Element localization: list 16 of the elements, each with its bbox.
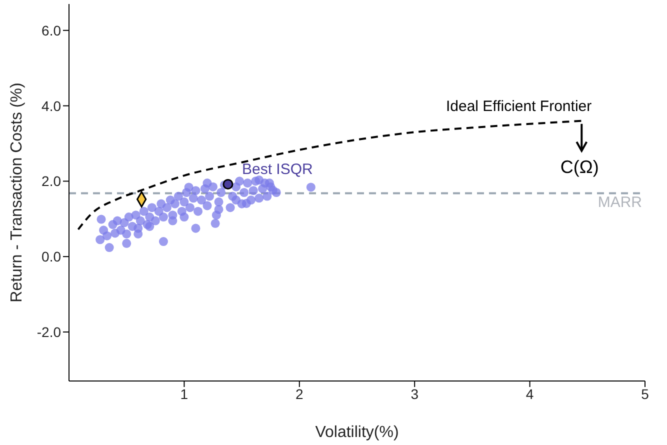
x-axis-title: Volatility(%) (315, 424, 399, 441)
ref-line-label: MARR (598, 194, 642, 211)
y-tick-label: 6.0 (42, 22, 62, 38)
y-axis-title: Return - Transaction Costs (%) (8, 82, 26, 302)
y-tick-label: 2.0 (42, 173, 62, 190)
x-tick-label: 3 (410, 386, 419, 402)
x-tick-label: 4 (526, 386, 534, 402)
y-tick-label: -2.0 (36, 324, 62, 340)
x-tick-label: 5 (641, 386, 650, 402)
annotation: C(Ω) (560, 156, 599, 177)
y-tick-label: 4.0 (42, 98, 62, 114)
series-label: Ideal Efficient Frontier (446, 98, 592, 115)
y-tick-label: 0.0 (42, 248, 62, 265)
x-tick-label: 1 (180, 386, 188, 402)
series-label: Best ISQR (242, 161, 313, 178)
x-tick-label: 2 (296, 386, 304, 402)
